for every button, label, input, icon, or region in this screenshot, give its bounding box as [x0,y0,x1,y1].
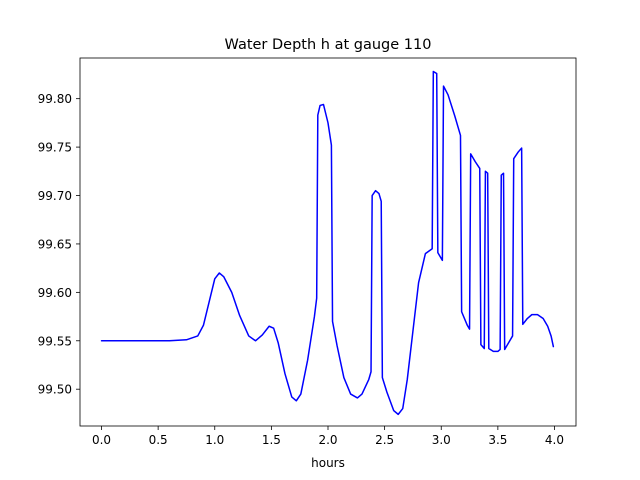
x-tick-label: 2.0 [318,433,337,447]
x-tick-label: 0.0 [92,433,111,447]
y-tick-label: 99.60 [38,286,72,300]
y-tick-label: 99.65 [38,237,72,251]
x-tick-label: 0.5 [149,433,168,447]
chart-title: Water Depth h at gauge 110 [225,37,432,53]
x-tick-label: 1.0 [205,433,224,447]
y-tick-label: 99.75 [38,141,72,155]
x-tick-label: 3.0 [432,433,451,447]
x-axis: 0.0 0.5 1.0 1.5 2.0 2.5 3.0 3.5 4.0 [92,426,564,447]
x-tick-label: 4.0 [545,433,564,447]
x-tick-label: 1.5 [262,433,281,447]
y-tick-label: 99.70 [38,189,72,203]
x-axis-label: hours [311,456,345,470]
y-tick-label: 99.55 [38,334,72,348]
y-tick-label: 99.80 [38,92,72,106]
y-axis: 99.50 99.55 99.60 99.65 99.70 99.75 99.80 [38,92,80,397]
y-tick-label: 99.50 [38,383,72,397]
x-tick-label: 3.5 [488,433,507,447]
x-tick-label: 2.5 [375,433,394,447]
series-line-0 [100,70,555,416]
